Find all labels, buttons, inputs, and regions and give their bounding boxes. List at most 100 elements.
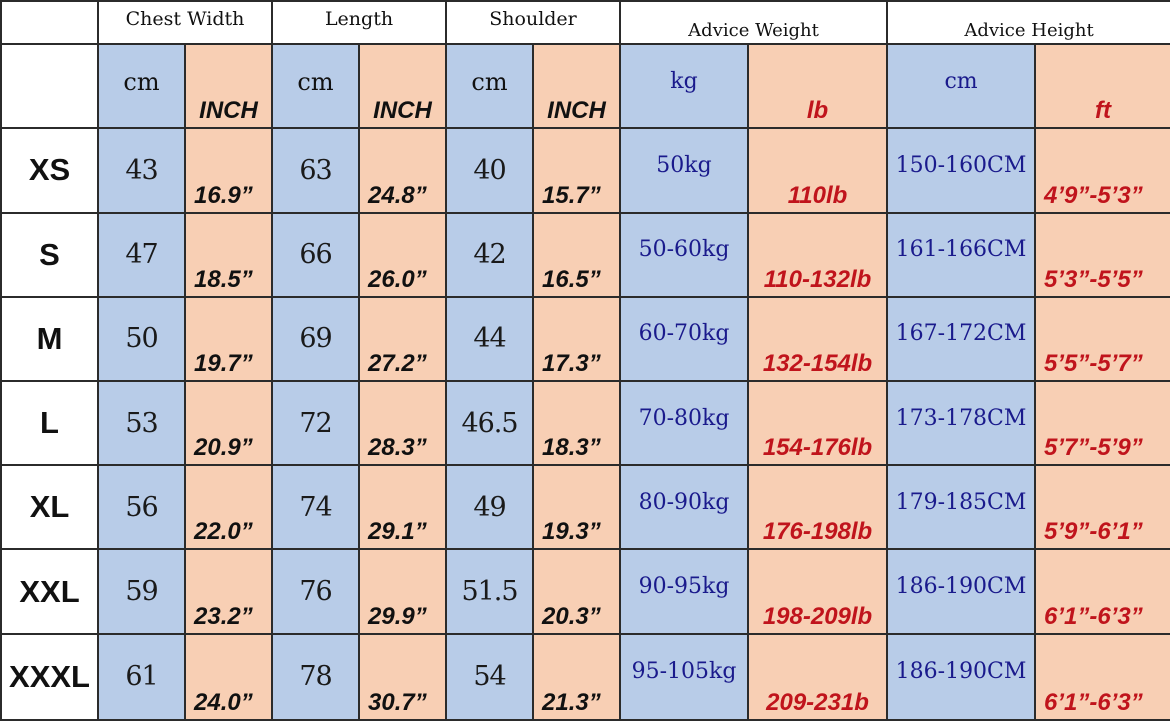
size-label: S xyxy=(0,211,99,298)
length-inch-cell: 24.8” xyxy=(357,127,448,214)
length-cm-cell: 74 xyxy=(271,464,360,551)
advice-height-header: Advice Height xyxy=(886,0,1170,46)
weight-lb-cell: 176-198lb xyxy=(747,464,889,551)
chest-cm-cell: 53 xyxy=(97,379,186,467)
height-ft-cell: 6’1”-6’3” xyxy=(1034,632,1170,721)
size-label: M xyxy=(0,295,99,382)
shoulder-cm-cell: 46.5 xyxy=(445,379,535,467)
height-ft-cell: 5’3”-5’5” xyxy=(1034,211,1170,298)
table-row: S 47 18.5” 66 26.0” 42 16.5” 50-60kg 110… xyxy=(0,211,1170,298)
weight-kg-cell: 60-70kg xyxy=(619,295,750,382)
weight-lb-cell: 110-132lb xyxy=(747,211,889,298)
length-inch-cell: 28.3” xyxy=(357,379,448,467)
shoulder-cm-cell: 42 xyxy=(445,211,535,298)
height-ft-cell: 5’7”-5’9” xyxy=(1034,379,1170,467)
length-cm-cell: 72 xyxy=(271,379,360,467)
shoulder-cm-cell: 54 xyxy=(445,632,535,721)
weight-kg-cell: 80-90kg xyxy=(619,464,750,551)
chest-width-header: Chest Width xyxy=(97,0,273,46)
size-label: XL xyxy=(0,464,99,551)
weight-lb-unit: lb xyxy=(747,43,889,130)
chest-inch-cell: 18.5” xyxy=(184,211,273,298)
height-ft-cell: 5’9”-6’1” xyxy=(1034,464,1170,551)
length-cm-unit: cm xyxy=(271,43,360,130)
length-inch-cell: 30.7” xyxy=(357,632,448,721)
chest-inch-unit: INCH xyxy=(184,43,273,130)
chest-cm-cell: 61 xyxy=(97,632,186,721)
length-cm-cell: 76 xyxy=(271,548,360,635)
length-inch-unit: INCH xyxy=(357,43,448,130)
height-ft-cell: 4’9”-5’3” xyxy=(1034,127,1170,214)
length-inch-cell: 27.2” xyxy=(357,295,448,382)
weight-lb-cell: 110lb xyxy=(747,127,889,214)
weight-kg-unit: kg xyxy=(619,43,750,130)
length-inch-cell: 29.1” xyxy=(357,464,448,551)
chest-cm-cell: 59 xyxy=(97,548,186,635)
length-inch-cell: 26.0” xyxy=(357,211,448,298)
unit-header-row: cm INCH cm INCH cm INCH kg lb cm ft xyxy=(0,43,1170,130)
weight-lb-cell: 132-154lb xyxy=(747,295,889,382)
table-row: XL 56 22.0” 74 29.1” 49 19.3” 80-90kg 17… xyxy=(0,464,1170,551)
shoulder-cm-cell: 40 xyxy=(445,127,535,214)
table-row: XXXL 61 24.0” 78 30.7” 54 21.3” 95-105kg… xyxy=(0,632,1170,721)
length-inch-cell: 29.9” xyxy=(357,548,448,635)
chest-inch-cell: 20.9” xyxy=(184,379,273,467)
chest-inch-cell: 19.7” xyxy=(184,295,273,382)
length-cm-cell: 78 xyxy=(271,632,360,721)
chest-cm-unit: cm xyxy=(97,43,186,130)
shoulder-inch-cell: 20.3” xyxy=(532,548,622,635)
weight-kg-cell: 50-60kg xyxy=(619,211,750,298)
height-cm-cell: 167-172CM xyxy=(886,295,1037,382)
unit-corner-cell xyxy=(0,43,99,130)
weight-lb-cell: 209-231b xyxy=(747,632,889,721)
table-row: L 53 20.9” 72 28.3” 46.5 18.3” 70-80kg 1… xyxy=(0,379,1170,467)
weight-lb-cell: 154-176lb xyxy=(747,379,889,467)
chest-inch-cell: 16.9” xyxy=(184,127,273,214)
weight-lb-cell: 198-209lb xyxy=(747,548,889,635)
length-cm-cell: 69 xyxy=(271,295,360,382)
advice-weight-header: Advice Weight xyxy=(619,0,889,46)
chest-cm-cell: 47 xyxy=(97,211,186,298)
weight-kg-cell: 50kg xyxy=(619,127,750,214)
chest-cm-cell: 50 xyxy=(97,295,186,382)
table-row: XXL 59 23.2” 76 29.9” 51.5 20.3” 90-95kg… xyxy=(0,548,1170,635)
length-header: Length xyxy=(270,0,448,46)
shoulder-header: Shoulder xyxy=(445,0,622,46)
group-header-row: Chest Width Length Shoulder Advice Weigh… xyxy=(0,0,1170,46)
shoulder-inch-cell: 18.3” xyxy=(532,379,622,467)
corner-cell xyxy=(0,0,99,46)
shoulder-inch-cell: 15.7” xyxy=(532,127,622,214)
chest-inch-cell: 22.0” xyxy=(184,464,273,551)
size-label: XXL xyxy=(0,548,99,635)
shoulder-inch-cell: 16.5” xyxy=(532,211,622,298)
height-cm-cell: 186-190CM xyxy=(886,548,1037,635)
height-ft-cell: 6’1”-6’3” xyxy=(1034,548,1170,635)
height-cm-cell: 179-185CM xyxy=(886,464,1037,551)
chest-cm-cell: 43 xyxy=(97,127,186,214)
weight-kg-cell: 90-95kg xyxy=(619,548,750,635)
shoulder-inch-cell: 21.3” xyxy=(532,632,622,721)
shoulder-cm-cell: 49 xyxy=(445,464,535,551)
height-cm-cell: 150-160CM xyxy=(886,127,1037,214)
height-ft-unit: ft xyxy=(1034,43,1170,130)
size-label: XS xyxy=(0,127,99,214)
height-cm-unit: cm xyxy=(886,43,1037,130)
table-row: XS 43 16.9” 63 24.8” 40 15.7” 50kg 110lb… xyxy=(0,127,1170,214)
weight-kg-cell: 70-80kg xyxy=(619,379,750,467)
height-cm-cell: 186-190CM xyxy=(886,632,1037,721)
length-cm-cell: 66 xyxy=(271,211,360,298)
height-cm-cell: 161-166CM xyxy=(886,211,1037,298)
length-cm-cell: 63 xyxy=(271,127,360,214)
shoulder-cm-unit: cm xyxy=(445,43,535,130)
height-cm-cell: 173-178CM xyxy=(886,379,1037,467)
size-label: XXXL xyxy=(0,632,99,721)
chest-cm-cell: 56 xyxy=(97,464,186,551)
shoulder-cm-cell: 51.5 xyxy=(445,548,535,635)
shoulder-cm-cell: 44 xyxy=(445,295,535,382)
size-label: L xyxy=(0,379,99,467)
shoulder-inch-cell: 19.3” xyxy=(532,464,622,551)
shoulder-inch-cell: 17.3” xyxy=(532,295,622,382)
chest-inch-cell: 24.0” xyxy=(184,632,273,721)
table-row: M 50 19.7” 69 27.2” 44 17.3” 60-70kg 132… xyxy=(0,295,1170,382)
weight-kg-cell: 95-105kg xyxy=(619,632,750,721)
